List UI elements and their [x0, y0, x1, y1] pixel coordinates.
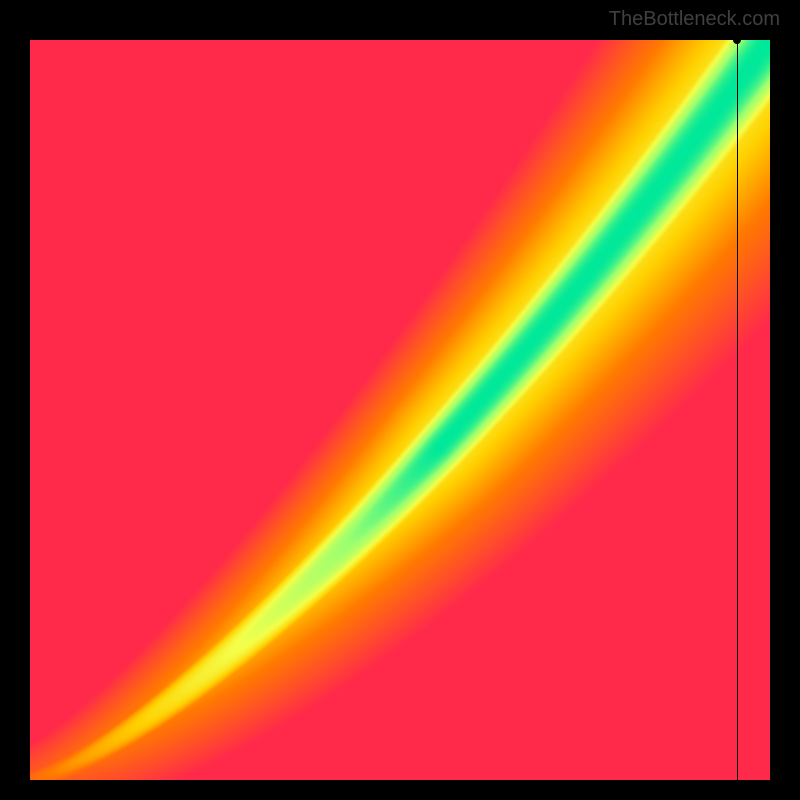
current-value-marker-line	[737, 40, 738, 780]
heatmap-canvas	[30, 40, 770, 780]
current-value-marker-dot	[733, 36, 741, 44]
attribution-text: TheBottleneck.com	[609, 8, 780, 31]
bottleneck-heatmap-chart	[30, 40, 770, 780]
